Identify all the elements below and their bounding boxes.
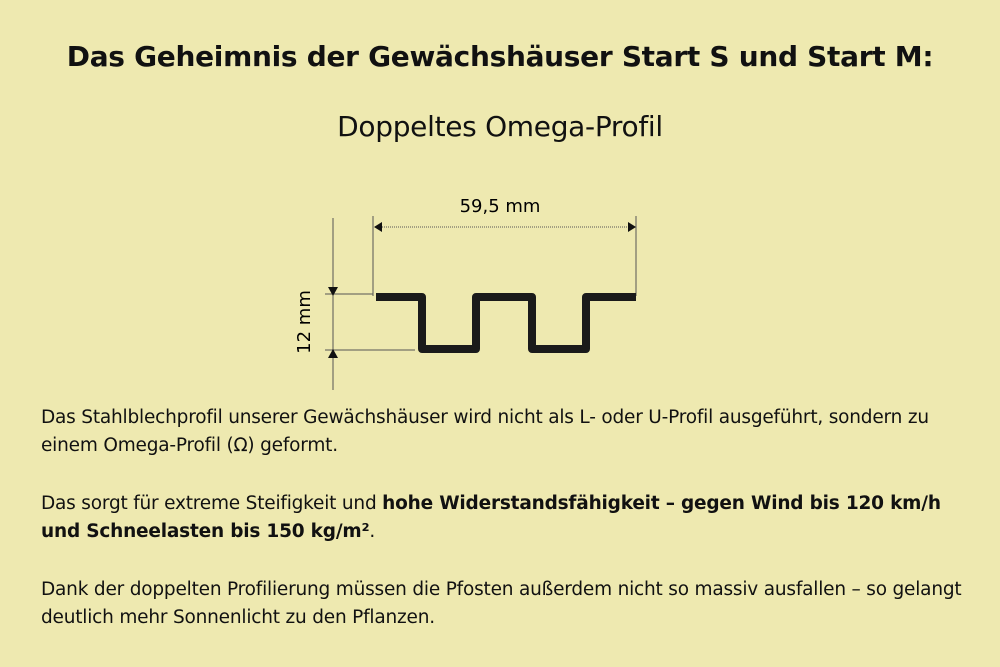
height-dimension-label: 12 mm (294, 290, 315, 354)
paragraph-stiffness: Das sorgt für extreme Steifigkeit und ho… (41, 490, 971, 546)
paragraph-profile: Das Stahlblechprofil unserer Gewächshäus… (41, 407, 929, 456)
stiffness-highlight: hohe Widerstandsfähigkeit – gegen Wind b… (41, 493, 941, 542)
page-subtitle: Doppeltes Omega-Profil (337, 110, 663, 143)
stiffness-end: . (369, 521, 376, 542)
omega-profile-shape (376, 293, 636, 353)
paragraph-sunlight: Dank der doppelten Profilierung müssen d… (41, 579, 962, 628)
dimension-arrows (328, 222, 636, 358)
stiffness-text: Das sorgt für extreme Steifigkeit und (41, 493, 383, 514)
page-title: Das Geheimnis der Gewächshäuser Start S … (66, 40, 934, 73)
width-dimension-label: 59,5 mm (460, 196, 541, 217)
